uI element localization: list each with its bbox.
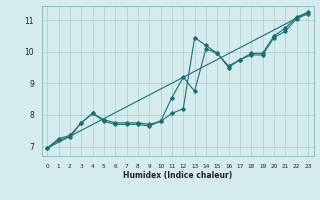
X-axis label: Humidex (Indice chaleur): Humidex (Indice chaleur) [123, 171, 232, 180]
